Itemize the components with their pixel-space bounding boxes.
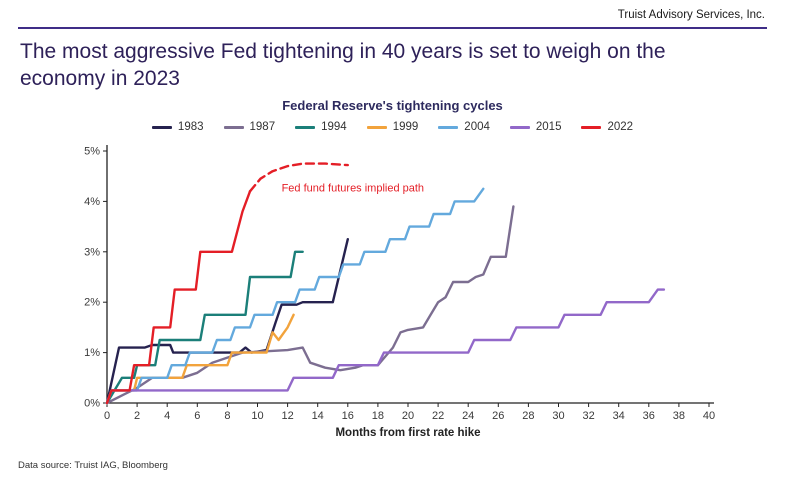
legend-item-1994: 1994: [295, 121, 347, 133]
x-tick-label: 40: [702, 410, 714, 422]
legend-label-1983: 1983: [177, 121, 204, 134]
x-axis-label: Months from first rate hike: [335, 427, 480, 439]
x-tick-label: 6: [194, 410, 200, 422]
y-tick-label: 1%: [84, 347, 100, 359]
x-tick-label: 12: [281, 410, 293, 422]
y-tick-label: 3%: [84, 247, 100, 259]
legend-label-2004: 2004: [464, 121, 490, 134]
legend-item-2004: 2004: [438, 121, 490, 133]
x-tick-label: 8: [224, 410, 230, 422]
legend-swatch-2004: [438, 125, 459, 129]
x-tick-label: 34: [612, 410, 624, 422]
legend-swatch-1999: [366, 125, 387, 129]
legend-swatch-1983: [151, 125, 172, 129]
x-tick-label: 24: [462, 410, 474, 422]
series-line-2022-implied-dashed: [248, 162, 349, 193]
x-tick-label: 4: [164, 410, 170, 422]
x-tick-label: 36: [642, 410, 654, 422]
legend-item-1999: 1999: [366, 121, 419, 134]
series-line-1983: [105, 238, 349, 405]
y-tick-label: 0%: [84, 398, 100, 410]
legend-item-1987: 1987: [223, 121, 276, 134]
x-tick-label: 0: [103, 410, 109, 422]
legend-label-2022: 2022: [607, 121, 634, 134]
x-tick-label: 28: [522, 410, 534, 422]
annotation-implied-path-label: Fed fund futures implied path: [281, 183, 423, 195]
x-tick-label: 10: [251, 410, 263, 422]
legend-item-1983: 1983: [151, 121, 204, 134]
legend-swatch-1987: [223, 125, 244, 129]
chart-legend: 1983 1987 1994 1999 2004 2015 2022: [18, 121, 767, 133]
series-line-2004: [105, 187, 484, 405]
legend-label-2015: 2015: [535, 121, 562, 134]
x-tick-label: 16: [341, 410, 353, 422]
legend-swatch-2022: [581, 125, 602, 129]
y-tick-label: 5%: [84, 146, 100, 158]
series-line-2022: [105, 190, 251, 405]
x-tick-label: 26: [492, 410, 504, 422]
x-tick-label: 14: [311, 410, 323, 422]
y-tick-label: 4%: [84, 196, 100, 208]
legend-label-1994: 1994: [321, 121, 347, 134]
x-tick-label: 38: [672, 410, 684, 422]
legend-label-1987: 1987: [249, 121, 276, 134]
series-line-1994: [105, 250, 304, 405]
line-chart: 0%1%2%3%4%5%0 2 4 6 8 10 12 14 16 18 20 22 24 26 28 30 3…: [84, 145, 715, 439]
x-tick-label: 18: [371, 410, 383, 422]
x-tick-label: 20: [401, 410, 413, 422]
legend-item-2015: 2015: [509, 121, 562, 134]
chart-title: Federal Reserve's tightening cycles: [282, 98, 503, 114]
x-tick-label: 32: [582, 410, 594, 422]
x-tick-label: 22: [431, 410, 443, 422]
legend-label-1999: 1999: [392, 121, 419, 134]
header: Truist Advisory Services, Inc.: [18, 6, 767, 27]
chart-block: Federal Reserve's tightening cycles 1983…: [18, 98, 767, 444]
page-title: The most aggressive Fed tightening in 40…: [20, 40, 666, 90]
x-tick-label: 2: [134, 410, 140, 422]
header-rule: [18, 27, 767, 29]
y-tick-label: 2%: [84, 297, 100, 309]
legend-swatch-2015: [509, 125, 530, 129]
series-line-2015: [105, 288, 665, 405]
data-source: Data source: Truist IAG, Bloomberg: [18, 460, 168, 471]
brand-text: Truist Advisory Services, Inc.: [617, 9, 765, 21]
legend-swatch-1994: [295, 125, 316, 129]
legend-item-2022: 2022: [581, 121, 633, 133]
x-tick-label: 30: [552, 410, 564, 422]
